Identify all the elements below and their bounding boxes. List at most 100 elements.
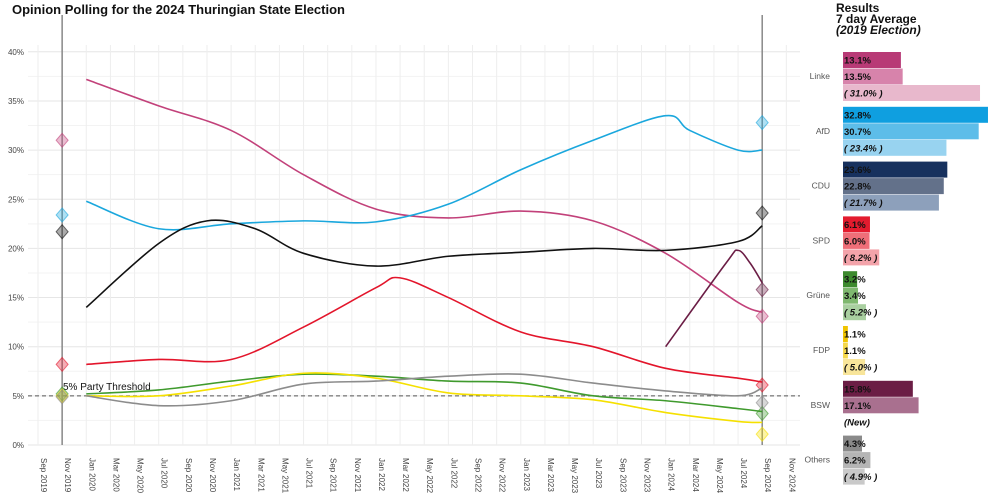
- x-tick-label: Nov 2024: [787, 458, 796, 493]
- trend-line-cdu: [85, 219, 763, 308]
- x-tick-label: Mar 2023: [546, 458, 555, 492]
- bar-category-label: AfD: [816, 126, 830, 136]
- bar-cdu-2: [843, 194, 939, 211]
- bar-afd-1: [843, 123, 979, 140]
- bar-spd-1: [843, 232, 870, 249]
- bar-fdp-1: [843, 342, 848, 359]
- x-tick-label: Jan 2020: [87, 458, 96, 491]
- trend-line-grüne: [86, 373, 763, 413]
- x-tick-label: May 2024: [715, 458, 724, 494]
- bar-fdp-0: [843, 326, 848, 342]
- x-tick-label: Nov 2019: [63, 458, 72, 493]
- bar-spd-0: [843, 216, 870, 233]
- bar-value-label: 6.2%: [844, 456, 866, 467]
- election-2019-marker: [55, 389, 69, 405]
- results-header: Results 7 day Average (2019 Election): [836, 1, 921, 37]
- bar-category-label: Others: [804, 455, 830, 465]
- x-tick-label: Mar 2022: [401, 458, 410, 492]
- x-tick-label: May 2021: [280, 458, 289, 494]
- x-tick-label: Jul 2020: [160, 458, 169, 489]
- bar-value-label: 22.8%: [844, 182, 871, 193]
- bar-grüne-1: [843, 287, 859, 304]
- x-tick-label: Jan 2022: [377, 458, 386, 491]
- bar-value-label: 1.1%: [844, 330, 866, 341]
- results-title: Results: [836, 1, 880, 15]
- bar-category-label: Linke: [810, 71, 831, 81]
- election-2019-marker: [55, 386, 69, 402]
- x-tick-label: Nov 2020: [208, 458, 217, 493]
- bar-value-label: 17.1%: [844, 401, 871, 412]
- y-tick-label: 0%: [12, 441, 24, 450]
- x-tick-label: Sep 2019: [39, 458, 48, 493]
- bar-category-label: Grüne: [806, 290, 830, 300]
- bar-others-2: [843, 468, 865, 485]
- x-tick-label: Sep 2024: [763, 458, 772, 493]
- bar-linke-0: [843, 52, 901, 68]
- trend-line-fdp: [86, 372, 763, 424]
- bar-afd-2: [843, 139, 947, 156]
- bar-value-label: (New): [844, 417, 870, 428]
- election-2019-marker: [55, 223, 69, 240]
- trend-line-linke: [86, 78, 763, 314]
- bar-value-label: 6.1%: [844, 220, 866, 231]
- bar-cdu-1: [843, 178, 944, 195]
- bar-bsw-0: [843, 380, 913, 397]
- chart-title: Opinion Polling for the 2024 Thuringian …: [12, 2, 345, 17]
- y-tick-label: 30%: [8, 146, 24, 155]
- results-subtitle: 7 day Average: [836, 12, 917, 26]
- y-tick-label: 25%: [8, 195, 24, 204]
- bar-spd-2: [843, 249, 880, 266]
- bar-value-label: 30.7%: [844, 127, 871, 138]
- x-tick-label: Jan 2021: [232, 458, 241, 491]
- bar-value-label: 32.8%: [844, 110, 871, 121]
- y-tick-label: 5%: [12, 392, 24, 401]
- y-tick-label: 20%: [8, 244, 24, 253]
- bar-bsw-1: [843, 397, 919, 414]
- election-2024-marker: [755, 426, 769, 442]
- bar-category-label: SPD: [813, 235, 830, 245]
- x-tick-label: Jan 2023: [522, 458, 531, 491]
- y-tick-label: 35%: [8, 97, 24, 106]
- threshold-label: 5% Party Threshold: [63, 382, 151, 393]
- election-2024-marker: [755, 205, 769, 221]
- y-tick-label: 40%: [8, 48, 24, 57]
- bar-value-label: 13.5%: [844, 72, 871, 83]
- bar-grüne-0: [843, 271, 858, 288]
- bar-grüne-2: [843, 304, 866, 321]
- bar-value-label: ( 5.2% ): [844, 308, 877, 319]
- bar-value-label: ( 23.4% ): [844, 143, 883, 154]
- y-tick-label: 10%: [8, 343, 24, 352]
- x-tick-label: Jul 2021: [305, 458, 314, 489]
- x-tick-label: Jul 2024: [739, 458, 748, 489]
- x-tick-label: Mar 2021: [256, 458, 265, 492]
- x-tick-label: Nov 2021: [353, 458, 362, 493]
- election-2024-marker: [755, 394, 769, 411]
- bar-others-1: [843, 452, 871, 469]
- election-2024-marker: [755, 114, 769, 131]
- x-tick-label: Jan 2024: [667, 458, 676, 491]
- election-2024-marker: [755, 281, 769, 298]
- bar-value-label: ( 4.9% ): [844, 472, 877, 483]
- bar-value-label: ( 8.2% ): [844, 253, 877, 264]
- election-2024-marker: [755, 405, 769, 422]
- bar-linke-1: [843, 68, 903, 85]
- bar-value-label: 4.3%: [844, 439, 866, 450]
- results-subtitle-election: (2019 Election): [836, 23, 921, 37]
- bar-value-label: 6.0%: [844, 236, 866, 247]
- bar-value-label: ( 21.7% ): [844, 198, 883, 209]
- x-tick-label: Sep 2022: [474, 458, 483, 493]
- x-tick-label: Nov 2023: [643, 458, 652, 493]
- bar-value-label: 3.2%: [844, 275, 866, 286]
- x-tick-label: Jul 2023: [594, 458, 603, 489]
- x-tick-label: Mar 2020: [111, 458, 120, 492]
- election-2024-marker: [755, 377, 769, 393]
- bar-afd-0: [843, 106, 988, 123]
- trend-line-others: [86, 373, 763, 407]
- bar-value-label: 23.6%: [844, 165, 871, 176]
- trend-line-afd: [85, 114, 763, 231]
- bar-value-label: 13.1%: [844, 56, 871, 67]
- x-tick-label: May 2022: [425, 458, 434, 494]
- bar-value-label: ( 5.0% ): [844, 363, 877, 374]
- x-tick-label: May 2023: [570, 458, 579, 494]
- bar-value-label: 15.8%: [844, 384, 871, 395]
